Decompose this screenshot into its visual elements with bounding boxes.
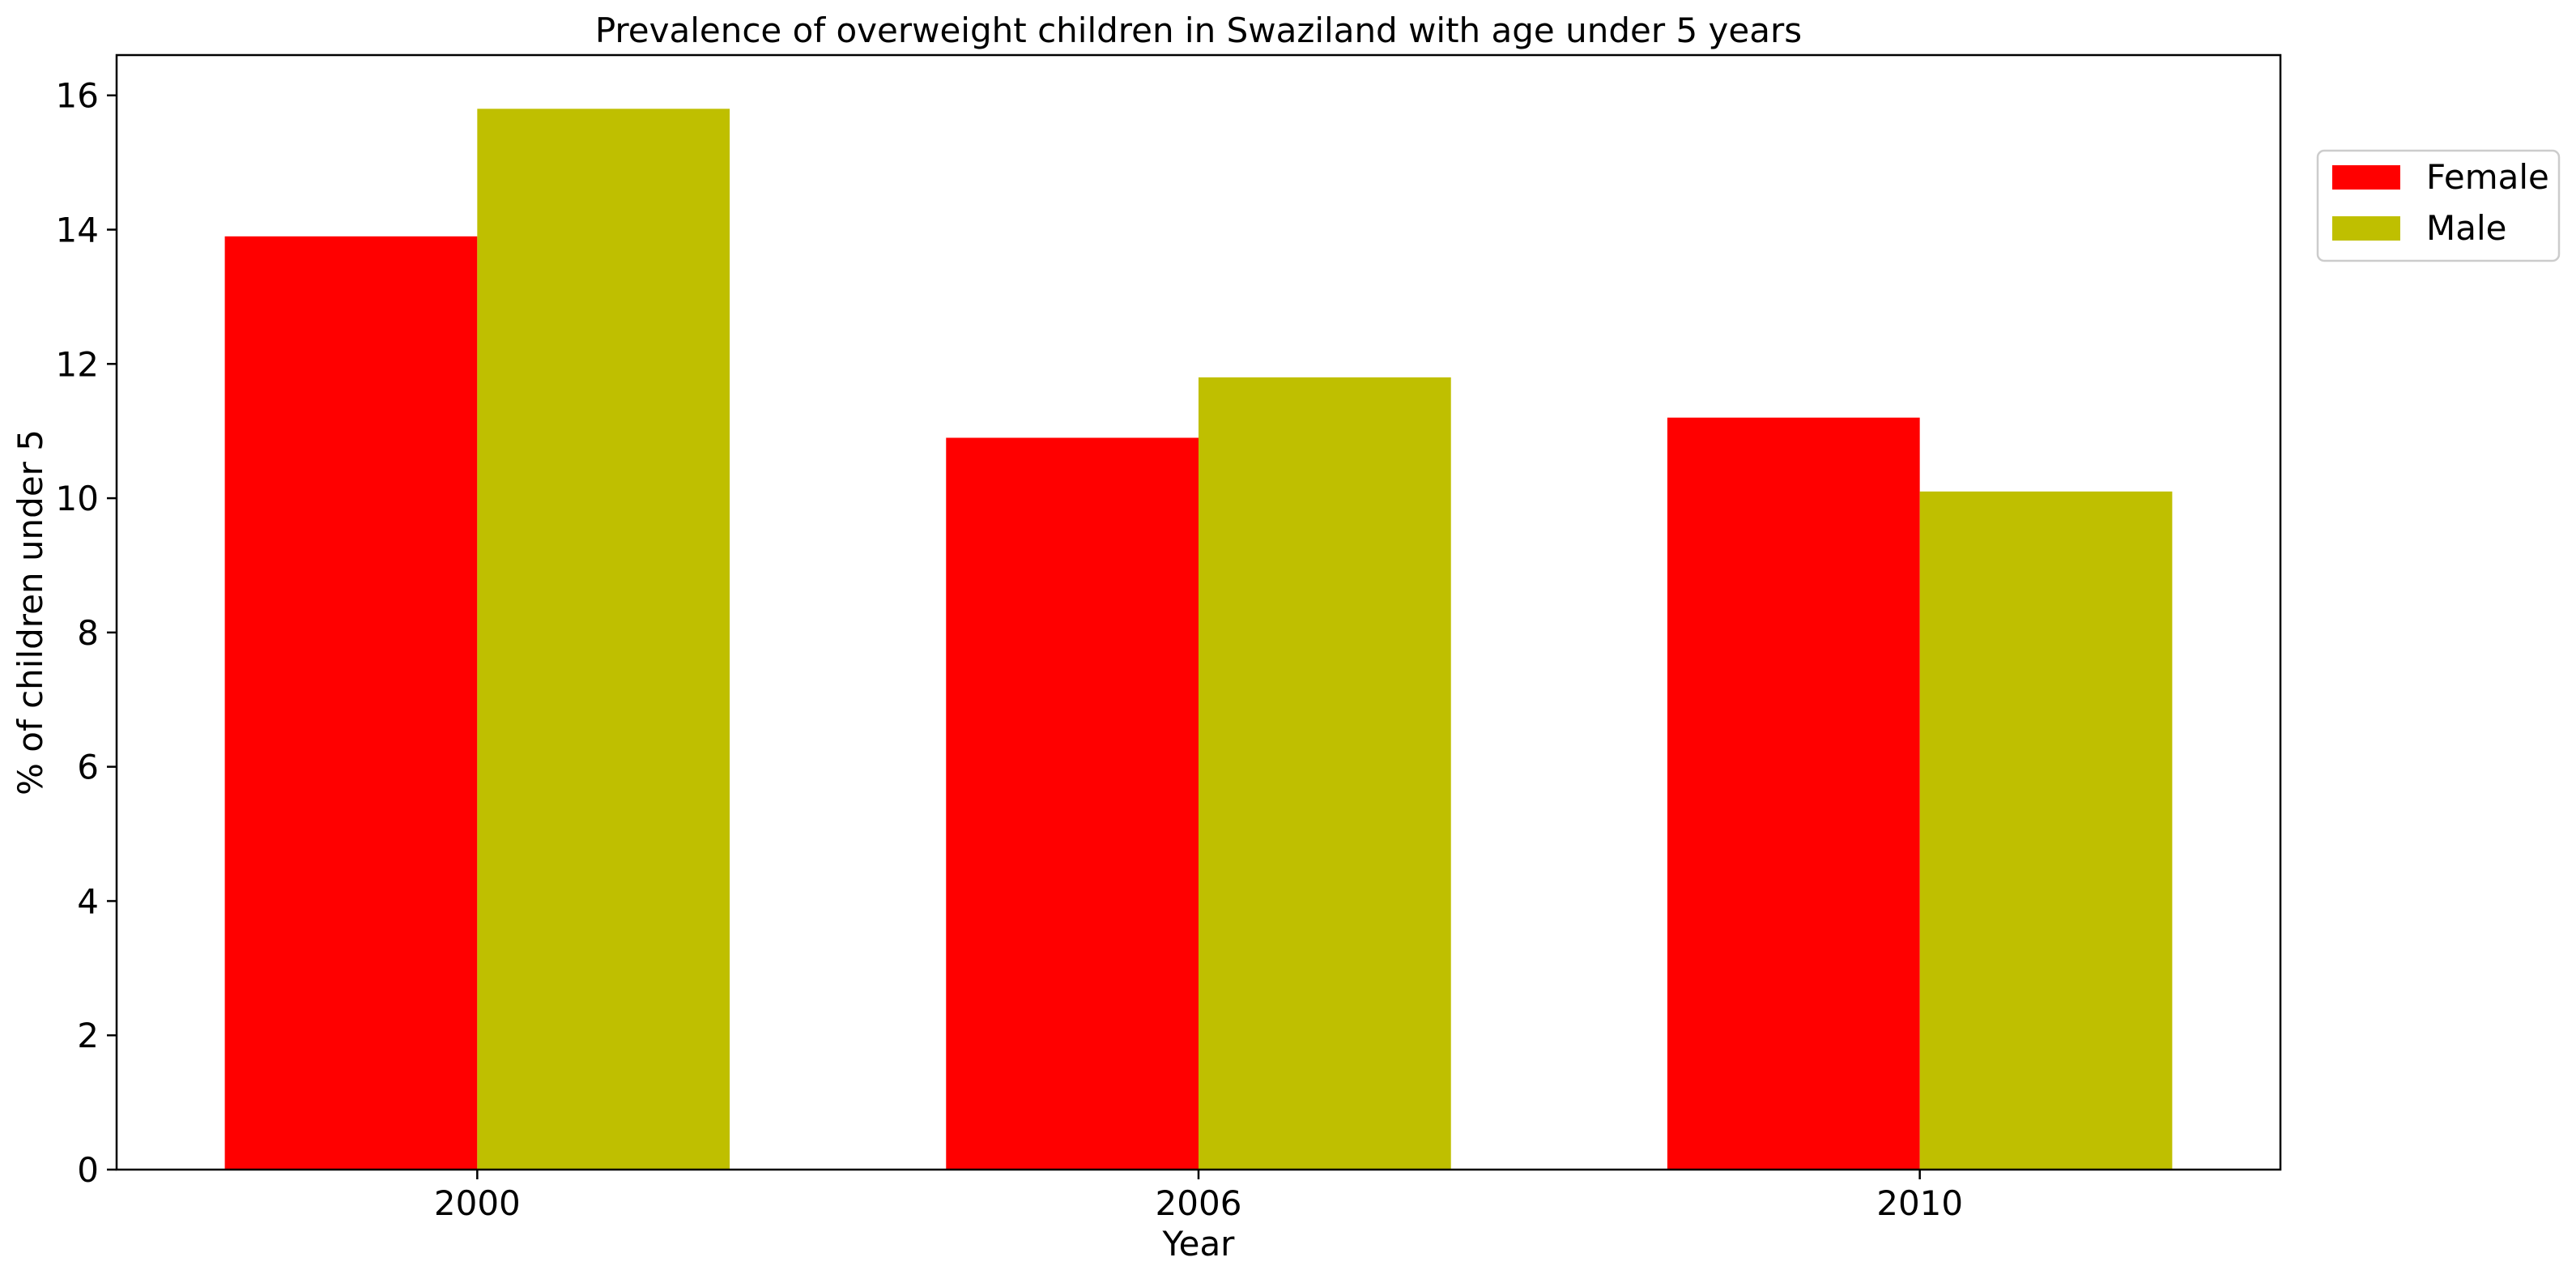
y-tick-label: 4: [77, 881, 99, 921]
plot-frame: [115, 53, 2282, 1171]
bar-male-2010: [1919, 491, 2173, 1170]
legend-label-female: Female: [2426, 157, 2549, 197]
legend-swatch-female: [2332, 165, 2400, 190]
x-axis-ticks: 2000 2006 2010: [434, 1170, 1963, 1223]
legend-swatch-male: [2332, 216, 2400, 241]
legend: Female Male: [2316, 149, 2561, 262]
x-tick-label: 2010: [1876, 1183, 1963, 1223]
bar-male-2000: [477, 109, 730, 1170]
y-tick-label: 8: [77, 613, 99, 653]
bars-layer: [224, 109, 2173, 1170]
bar-female-2000: [224, 236, 478, 1170]
bar-male-2006: [1199, 377, 1451, 1170]
y-tick-label: 16: [56, 76, 99, 116]
y-axis-label: % of children under 5: [11, 429, 50, 795]
y-tick-label: 14: [56, 211, 99, 250]
y-tick-label: 0: [77, 1150, 99, 1190]
chart-title: Prevalence of overweight children in Swa…: [595, 11, 1802, 50]
y-tick-label: 2: [77, 1016, 99, 1055]
bar-female-2006: [946, 437, 1199, 1170]
y-tick-label: 6: [77, 748, 99, 787]
y-tick-label: 12: [56, 344, 99, 384]
y-tick-label: 10: [56, 479, 99, 518]
x-axis-label: Year: [1162, 1224, 1236, 1264]
x-tick-label: 2006: [1156, 1183, 1242, 1223]
legend-label-male: Male: [2426, 208, 2506, 248]
bar-female-2010: [1667, 417, 1920, 1170]
x-tick-label: 2000: [434, 1183, 521, 1223]
y-axis-ticks: 0 2 4 6 8 10 12 14 16: [56, 76, 117, 1190]
